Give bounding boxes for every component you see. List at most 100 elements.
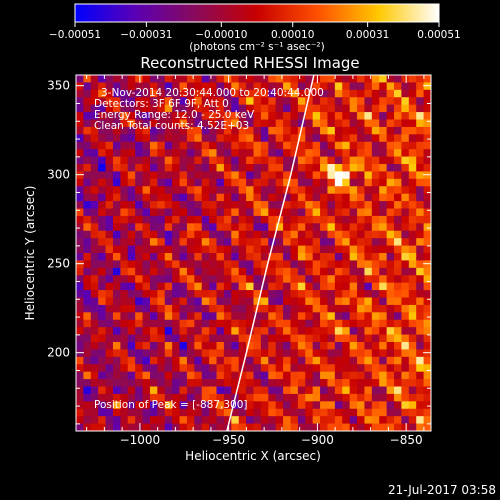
heatmap-cell [246,416,254,425]
heatmap-cell [194,334,203,343]
heatmap-cell [371,149,380,158]
heatmap-cell [401,193,410,202]
heatmap-cell [290,312,299,321]
heatmap-cell [342,193,351,202]
heatmap-cell [283,82,291,91]
heatmap-cell [371,253,380,261]
heatmap-cell [194,408,203,417]
heatmap-cell [268,349,277,358]
heatmap-cell [149,260,158,269]
heatmap-cell [312,223,321,232]
heatmap-cell [142,245,151,254]
heatmap-cell [371,178,380,187]
heatmap-cell [349,230,358,239]
heatmap-cell [320,319,328,328]
heatmap-cell [253,423,262,431]
heatmap-cell [231,356,240,365]
heatmap-cell [194,75,203,83]
heatmap-cell [172,245,181,254]
heatmap-cell [164,141,173,150]
heatmap-cell [364,104,373,113]
heatmap-cell [172,119,181,128]
heatmap-cell [209,201,218,209]
heatmap-cell [401,319,410,328]
heatmap-cell [76,245,84,254]
heatmap-cell [246,134,254,143]
heatmap-cell [342,75,351,83]
heatmap-cell [334,230,343,239]
heatmap-cell [423,349,431,358]
heatmap-cell [157,342,166,350]
heatmap-cell [423,342,431,350]
heatmap-cell [260,401,269,410]
heatmap-cell [327,238,336,247]
heatmap-cell [253,297,262,306]
heatmap-cell [334,290,343,298]
heatmap-cell [76,208,84,217]
heatmap-cell [312,401,321,410]
heatmap-cell [312,267,321,276]
heatmap-cell [135,342,144,350]
heatmap-cell [305,327,314,336]
heatmap-cell [394,178,402,187]
heatmap-cell [334,134,343,143]
heatmap-cell [320,371,328,380]
heatmap-cell [223,89,232,98]
heatmap-cell [394,267,402,276]
heatmap-cell [260,112,269,120]
heatmap-cell [268,401,277,410]
heatmap-cell [149,356,158,365]
heatmap-cell [364,89,373,98]
heatmap-cell [275,208,284,217]
heatmap-cell [83,208,92,217]
heatmap-cell [135,149,144,158]
heatmap-cell [194,126,203,135]
heatmap-cell [246,253,254,261]
heatmap-cell [238,178,247,187]
heatmap-cell [149,386,158,395]
heatmap-cell [290,119,299,128]
heatmap-cell [209,371,218,380]
heatmap-cell [157,312,166,321]
heatmap-cell [283,319,291,328]
heatmap-cell [275,119,284,128]
heatmap-cell [394,319,402,328]
heatmap-cell [253,208,262,217]
heatmap-cell [112,97,121,106]
heatmap-cell [209,408,218,417]
heatmap-cell [305,386,314,395]
heatmap-cell [172,215,181,224]
heatmap-cell [120,371,129,380]
heatmap-cell [260,215,269,224]
heatmap-cell [371,164,380,172]
heatmap-cell [357,297,365,306]
heatmap-cell [179,178,188,187]
heatmap-cell [394,334,402,343]
heatmap-cell [112,290,121,298]
heatmap-cell [172,134,181,143]
heatmap-cell [172,178,181,187]
heatmap-cell [223,208,232,217]
heatmap-cell [349,238,358,247]
heatmap-cell [149,215,158,224]
heatmap-cell [379,238,388,247]
heatmap-cell [238,245,247,254]
heatmap-cell [260,75,269,83]
heatmap-cell [98,364,107,373]
heatmap-cell [135,201,144,209]
heatmap-cell [342,178,351,187]
heatmap-cell [216,75,225,83]
heatmap-cell [112,215,121,224]
heatmap-cell [320,401,328,410]
heatmap-cell [135,290,144,298]
heatmap-cell [149,238,158,247]
heatmap-cell [186,186,195,195]
heatmap-cell [216,267,225,276]
heatmap-cell [149,97,158,106]
heatmap-cell [320,356,328,365]
heatmap-cell [194,312,203,321]
heatmap-cell [83,215,92,224]
heatmap-cell [209,386,218,395]
heatmap-cell [416,319,425,328]
